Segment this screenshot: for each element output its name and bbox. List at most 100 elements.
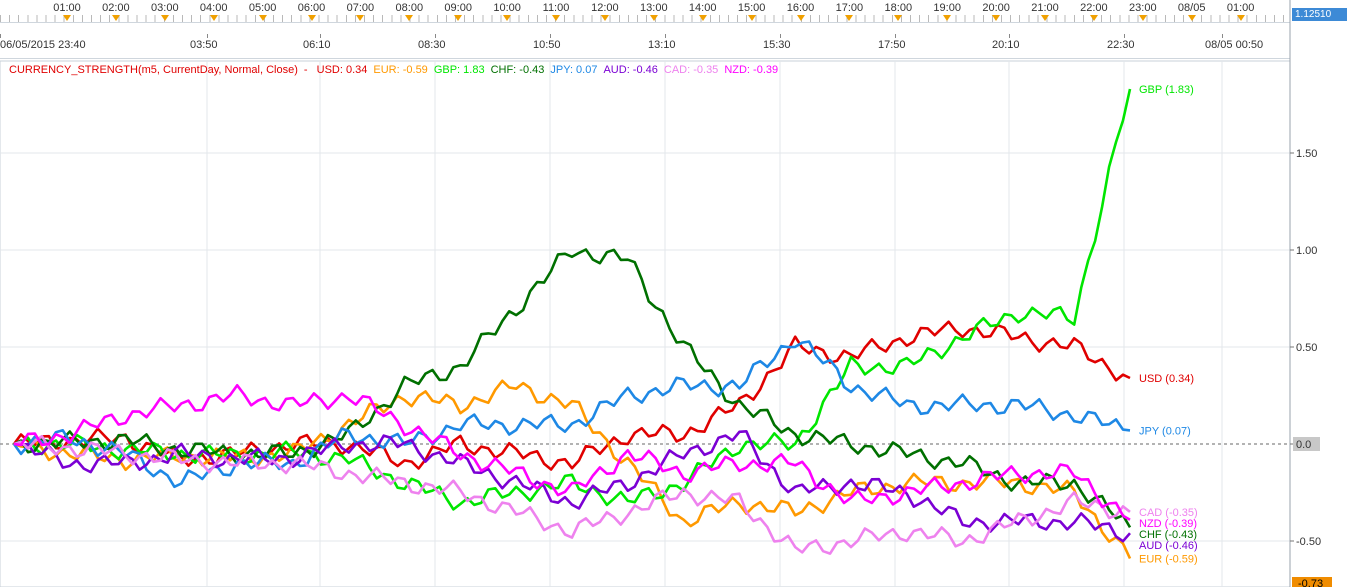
hour-label: 12:00: [591, 2, 619, 14]
session-marker-icon: [160, 15, 169, 21]
series-end-label: JPY (0.07): [1139, 425, 1191, 437]
price-tick-label: 0.0: [1296, 439, 1311, 451]
hour-label: 16:00: [786, 2, 815, 14]
hour-label: 19:00: [933, 2, 961, 14]
hour-label: 01:00: [53, 2, 81, 14]
price-axis: 1.50 1.00 0.50 0.0 -0.50 -0.73: [1289, 0, 1332, 587]
session-marker-icon: [1089, 15, 1098, 21]
session-marker-icon: [552, 15, 560, 21]
series-end-label: NZD (-0.39): [1139, 518, 1197, 530]
session-marker-icon: [63, 15, 71, 21]
session-marker-icon: [992, 15, 1001, 21]
time-label: 17:50: [878, 39, 906, 51]
session-marker-icon: [307, 15, 316, 21]
time-tick: [550, 34, 551, 38]
session-marker-icon: [1138, 15, 1147, 21]
hour-label: 15:00: [737, 2, 766, 14]
session-marker-icon: [600, 15, 609, 21]
scale-tick-marks: [0, 15, 1290, 22]
legend-item: GBP: 1.83: [433, 64, 485, 76]
time-tick: [1124, 34, 1125, 38]
series-end-labels: GBP (1.83) USD (0.34) JPY (0.07) CAD (-0.35…: [1139, 84, 1198, 565]
indicator-title-text: CURRENCY_STRENGTH(m5, CurrentDay, Normal…: [9, 64, 298, 76]
series-line-gbp: [13, 88, 1132, 511]
time-label: 03:50: [190, 39, 218, 51]
hour-label: 08/05: [1177, 2, 1206, 14]
session-marker-icon: [943, 15, 952, 21]
zero-label-background: [1293, 437, 1320, 451]
time-tick: [320, 34, 321, 38]
session-marker-icon: [209, 15, 218, 21]
legend-item: USD: 0.34: [316, 64, 368, 76]
hour-label: 10:00: [493, 2, 521, 14]
legend-item: JPY: 0.07: [550, 64, 598, 76]
legend-item: AUD: -0.46: [603, 64, 658, 76]
session-marker-icon: [649, 15, 658, 21]
session-marker-icon: [894, 15, 903, 21]
legend-items: USD: 0.34 EUR: -0.59 GBP: 1.83 CHF: -0.43 JP…: [317, 64, 784, 76]
hour-label: 04:00: [199, 2, 228, 14]
time-axis: 06/05/2015 23:40 03:50 06:10 08:30 10:50 13:1…: [0, 34, 1290, 59]
price-tick-label: 1.50: [1296, 148, 1317, 160]
hour-label: 17:00: [835, 2, 864, 14]
series-end-label: USD (0.34): [1139, 373, 1194, 385]
session-marker-icon: [356, 15, 365, 21]
time-label: 13:10: [648, 39, 676, 51]
indicator-legend: CURRENCY_STRENGTH(m5, CurrentDay, Normal…: [9, 64, 790, 76]
hour-label: 23:00: [1129, 2, 1157, 14]
price-tick-label: 0.50: [1296, 342, 1317, 354]
session-marker-icon: [405, 15, 414, 21]
series-end-label: AUD (-0.46): [1139, 540, 1198, 552]
session-marker-icon: [845, 15, 854, 21]
hour-label: 18:00: [884, 2, 913, 14]
hour-label: 05:00: [248, 2, 277, 14]
time-label: 06/05/2015 23:40: [0, 39, 86, 51]
hour-label: 01:00: [1226, 2, 1255, 14]
series-layer: [12, 88, 1132, 560]
series-line-chf: [13, 248, 1132, 529]
hour-label: 21:00: [1031, 2, 1059, 14]
time-tick: [665, 34, 666, 38]
hour-label: 03:00: [151, 2, 179, 14]
time-label: 15:30: [763, 39, 791, 51]
session-marker-icon: [503, 15, 512, 21]
hour-label: 06:00: [297, 2, 326, 14]
hour-label: 20:00: [982, 2, 1010, 14]
hour-label: 07:00: [346, 2, 375, 14]
time-label: 10:50: [533, 39, 561, 51]
session-marker-icon: [111, 15, 120, 21]
legend-item: EUR: -0.59: [373, 64, 428, 76]
time-tick: [895, 34, 896, 38]
series-end-label: EUR (-0.59): [1139, 553, 1198, 565]
series-line-eur: [13, 379, 1132, 560]
series-line-cad: [13, 434, 1131, 555]
time-label: 20:10: [992, 39, 1020, 51]
hour-label: 11:00: [542, 2, 570, 14]
time-tick: [1222, 34, 1223, 38]
hour-label: 02:00: [102, 2, 130, 14]
hour-label: 08:00: [395, 2, 424, 14]
time-tick: [207, 34, 208, 38]
time-label: 06:10: [303, 39, 331, 51]
legend-item: NZD: -0.39: [724, 64, 779, 76]
time-tick: [435, 34, 436, 38]
time-tick: [0, 34, 1, 38]
hour-label: 09:00: [444, 2, 472, 14]
series-end-label: CHF (-0.43): [1139, 529, 1197, 541]
series-end-label: CAD (-0.35): [1139, 507, 1198, 519]
hour-label: 22:00: [1080, 2, 1108, 14]
time-tick: [780, 34, 781, 38]
series-line-aud: [13, 429, 1131, 543]
legend-item: CHF: -0.43: [490, 64, 545, 76]
series-end-label: GBP (1.83): [1139, 84, 1194, 96]
time-label: 08:30: [418, 39, 446, 51]
top-price-label: 1.12510: [1292, 8, 1347, 21]
session-marker-icon: [796, 15, 805, 21]
price-tick-label: 1.00: [1296, 245, 1317, 257]
series-line-jpy: [12, 340, 1131, 489]
current-value-label: -0.73: [1298, 578, 1323, 587]
session-marker-icon: [1187, 15, 1196, 21]
session-marker-icon: [454, 15, 463, 21]
hour-label: 14:00: [688, 2, 717, 14]
series-line-nzd: [13, 383, 1131, 521]
